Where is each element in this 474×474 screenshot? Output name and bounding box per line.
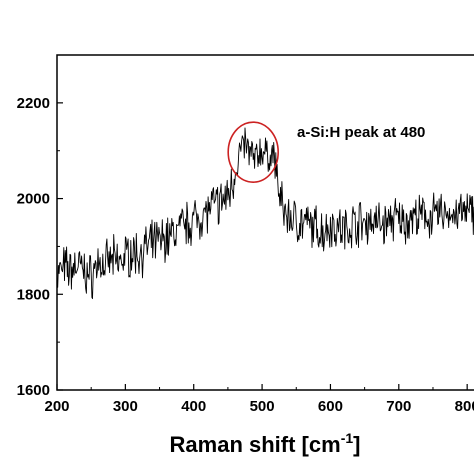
x-tick-label: 500 — [250, 398, 275, 415]
y-tick-label: 2200 — [17, 95, 50, 112]
x-tick-label: 800 — [455, 398, 474, 415]
plot-frame — [56, 54, 474, 391]
y-tick-label: 2000 — [17, 191, 50, 208]
x-tick-label: 200 — [44, 398, 69, 415]
x-tick-label: 400 — [181, 398, 206, 415]
x-tick-label: 700 — [386, 398, 411, 415]
x-tick-label: 300 — [113, 398, 138, 415]
y-tick-label: 1800 — [17, 286, 50, 303]
axis-tick-labels: 200 300 400 500 600 700 800 1600 1800 2000 2200 — [17, 95, 474, 415]
x-axis-label: Raman shift [cm-1] — [170, 430, 361, 457]
annotation-group: a-Si:H peak at 480 — [227, 121, 425, 183]
spectrum-line — [56, 127, 474, 300]
peak-highlight-circle — [227, 121, 279, 183]
x-tick-label: 600 — [318, 398, 343, 415]
y-tick-label: 1600 — [17, 382, 50, 399]
plot-area — [56, 127, 474, 300]
peak-annotation-label: a-Si:H peak at 480 — [297, 124, 425, 141]
axis-ticks — [56, 102, 468, 391]
